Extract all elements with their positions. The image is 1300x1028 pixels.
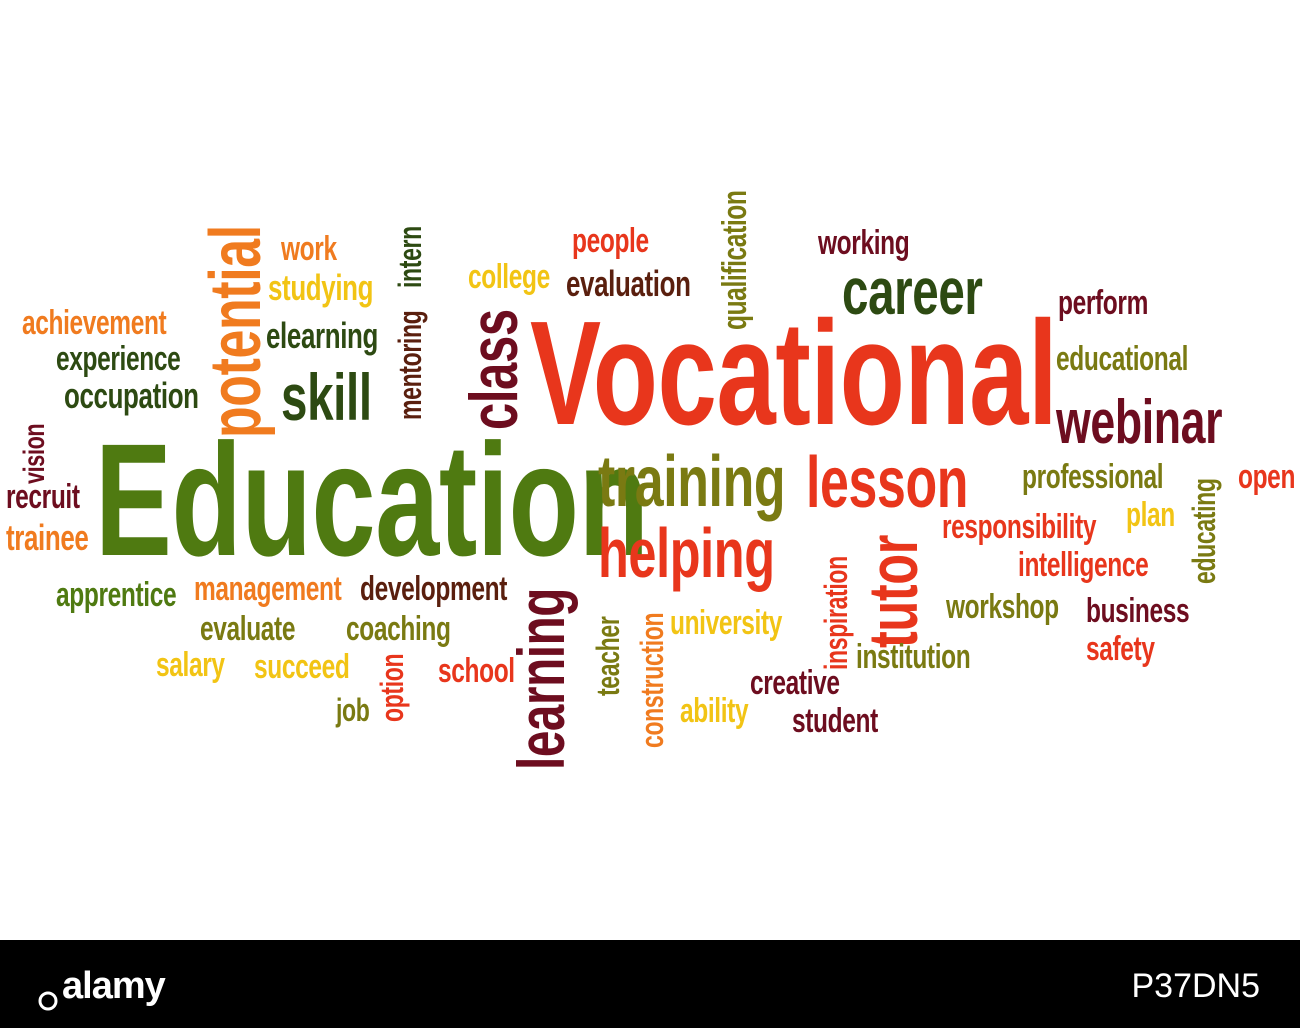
word-vision: vision	[18, 423, 51, 484]
word-perform: perform	[1058, 284, 1148, 322]
word-teacher: teacher	[590, 616, 626, 696]
word-trainee: trainee	[6, 517, 89, 558]
word-university: university	[670, 604, 783, 642]
word-people: people	[572, 222, 649, 260]
word-responsibility: responsibility	[942, 508, 1097, 546]
alamy-logo: alamy	[38, 965, 166, 1011]
word-educational: educational	[1056, 340, 1189, 378]
word-tutor: tutor	[854, 535, 932, 648]
word-institution: institution	[856, 638, 971, 676]
word-open: open	[1238, 458, 1296, 496]
word-helping: helping	[598, 514, 775, 592]
word-construction: construction	[634, 612, 670, 748]
word-education: Education	[95, 410, 649, 589]
word-recruit: recruit	[6, 478, 80, 516]
word-workshop: workshop	[946, 588, 1059, 626]
word-management: management	[194, 570, 342, 608]
word-learning: learning	[504, 588, 578, 770]
word-inspiration: inspiration	[818, 556, 854, 670]
alamy-logo-mark-icon	[38, 978, 58, 1011]
word-coaching: coaching	[346, 610, 451, 648]
word-creative: creative	[750, 664, 840, 702]
word-vocational: Vocational	[530, 291, 1058, 456]
word-salary: salary	[156, 646, 225, 684]
image-id: P37DN5	[1131, 967, 1260, 1005]
word-safety: safety	[1086, 630, 1155, 668]
word-school: school	[438, 652, 515, 690]
word-achievement: achievement	[22, 304, 167, 342]
word-apprentice: apprentice	[56, 576, 177, 614]
word-work: work	[281, 230, 337, 268]
word-elearning: elearning	[266, 315, 379, 356]
word-studying: studying	[268, 267, 374, 308]
word-intelligence: intelligence	[1018, 546, 1149, 584]
word-skill: skill	[281, 360, 372, 434]
word-webinar: webinar	[1056, 388, 1223, 457]
word-evaluation: evaluation	[566, 263, 691, 304]
word-job: job	[336, 692, 370, 728]
word-ability: ability	[680, 692, 749, 730]
word-evaluate: evaluate	[200, 610, 296, 648]
word-student: student	[792, 702, 878, 740]
watermark-footer: alamy P37DN5	[0, 940, 1300, 1028]
word-working: working	[818, 224, 910, 262]
word-professional: professional	[1022, 458, 1164, 496]
word-succeed: succeed	[254, 648, 350, 686]
word-experience: experience	[56, 340, 181, 378]
word-business: business	[1086, 592, 1190, 630]
word-training: training	[598, 442, 786, 522]
word-plan: plan	[1126, 496, 1175, 534]
word-lesson: lesson	[806, 443, 969, 523]
word-development: development	[360, 570, 508, 608]
word-college: college	[468, 258, 550, 296]
word-career: career	[842, 254, 983, 328]
word-occupation: occupation	[64, 375, 199, 416]
